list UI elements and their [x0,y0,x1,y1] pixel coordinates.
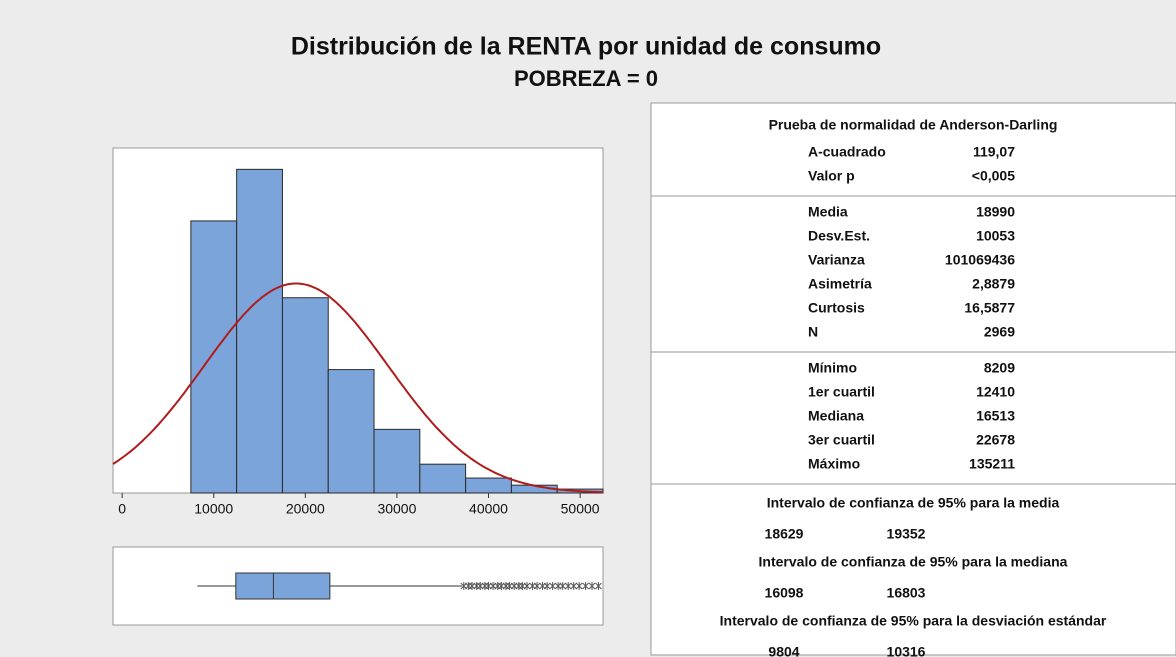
stat-label: Mediana [808,408,864,424]
bar [465,477,512,494]
interval-high: 10316 [887,644,926,657]
chart-subtitle: POBREZA = 0 [514,66,658,91]
outlier [543,582,551,590]
stat-label: Asimetría [808,276,872,292]
interval-low: 16098 [765,585,804,601]
stat-label: Máximo [808,456,860,472]
outlier [564,582,572,590]
interval-title: Intervalo de confianza de 95% para la me… [767,495,1060,511]
stat-value: 10053 [976,228,1015,244]
interval-low: 9804 [768,644,799,657]
interval-high: 19352 [887,526,926,542]
stats-panel [650,102,1176,656]
stat-label: Mínimo [808,360,857,376]
box [235,572,331,600]
interval-high: 16803 [887,585,926,601]
outlier [570,582,578,590]
bar [419,463,467,494]
bar [373,428,421,494]
stat-value: 16513 [976,408,1015,424]
stat-label: Curtosis [808,300,865,316]
interval-title: Intervalo de confianza de 95% para la me… [759,554,1068,570]
stat-value: 22678 [976,432,1015,448]
stat-value: 2969 [984,324,1015,340]
chart-title: Distribución de la RENTA por unidad de c… [291,33,881,61]
stat-label: Desv.Est. [808,228,870,244]
stat-value: 2,8879 [972,276,1015,292]
stat-value: 101069436 [945,252,1015,268]
x-tick-label: 20000 [286,501,325,517]
stat-label: 3er cuartil [808,432,875,448]
outlier [588,582,596,590]
outlier [559,582,567,590]
stat-value: 18990 [976,204,1015,220]
outlier [533,582,541,590]
stat-label: A-cuadrado [808,144,886,160]
outlier [582,582,589,590]
outlier [575,582,583,590]
stat-label: Varianza [808,252,865,268]
section-title: Prueba de normalidad de Anderson-Darling [769,117,1058,133]
normal-curve [112,282,604,494]
stat-label: Valor p [808,168,855,184]
outlier [549,582,556,590]
interval-title: Intervalo de confianza de 95% para la de… [720,613,1107,629]
x-tick-label: 50000 [561,501,600,517]
bar [236,168,283,494]
stat-label: N [808,324,818,340]
bar [327,369,375,494]
bar [190,220,238,494]
x-tick-label: 40000 [469,501,508,517]
stat-value: 8209 [984,360,1015,376]
stat-value: 16,5877 [964,300,1015,316]
x-tick-label: 0 [118,501,126,517]
stat-value: 12410 [976,384,1015,400]
x-tick-label: 30000 [377,501,416,517]
outlier [595,582,602,590]
outlier [523,582,531,590]
stat-value: 135211 [969,456,1015,472]
x-tick-label: 10000 [194,501,233,517]
interval-low: 18629 [765,526,804,542]
stat-value: 119,07 [973,144,1015,160]
bar [281,297,329,494]
stat-value: <0,005 [972,168,1015,184]
stat-label: 1er cuartil [808,384,875,400]
stat-label: Media [808,204,848,220]
